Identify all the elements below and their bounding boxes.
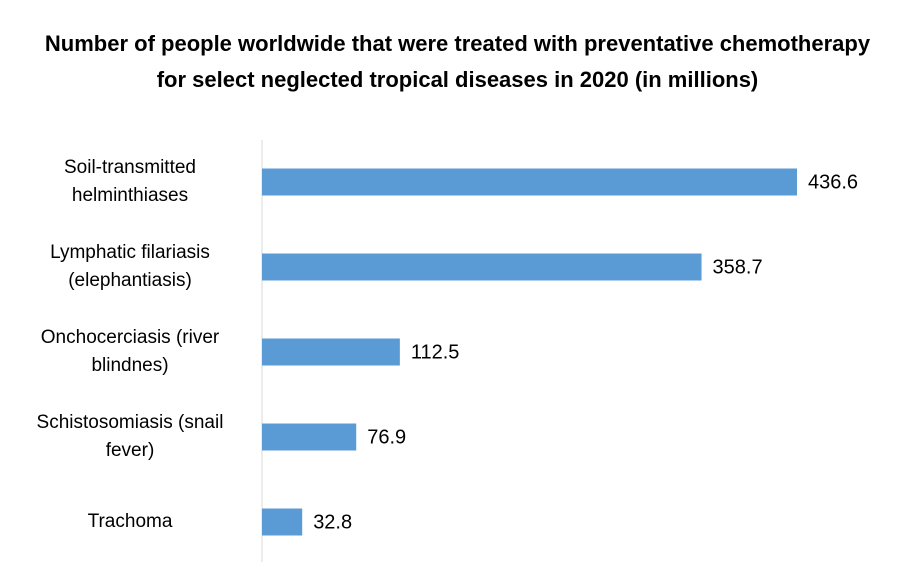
bar (262, 423, 357, 451)
chart-title: Number of people worldwide that were tre… (44, 31, 871, 92)
y-tick-label: Trachoma (87, 511, 173, 532)
bar (262, 168, 797, 196)
bar (262, 508, 303, 536)
data-label: 76.9 (367, 426, 406, 448)
y-tick-label: Soil-transmitted helminthiases (64, 157, 196, 206)
data-label: 112.5 (411, 341, 460, 363)
y-tick-label: Lymphatic filariasis (elephantiasis) (50, 242, 210, 291)
data-label: 436.6 (808, 171, 858, 193)
bar (262, 338, 400, 366)
bar (262, 253, 702, 281)
y-tick-label: Schistosomiasis (snail fever) (36, 412, 224, 461)
data-label: 358.7 (713, 256, 763, 278)
y-tick-label: Onchocerciasis (river blindnes) (40, 327, 220, 376)
data-label: 32.8 (313, 511, 352, 533)
